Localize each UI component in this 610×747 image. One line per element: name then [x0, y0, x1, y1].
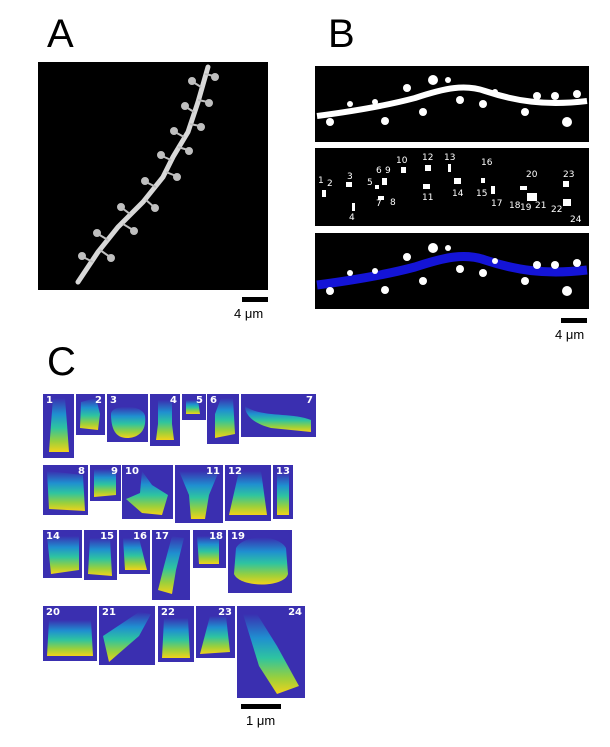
spine-number: 14 [452, 189, 464, 199]
spine-number: 15 [476, 189, 487, 199]
tile-number: 23 [218, 607, 232, 618]
panel-a-scale-label: 4 μm [234, 306, 264, 321]
spine-tile: 10 [122, 465, 173, 519]
spine-tile: 5 [182, 394, 206, 420]
spine-tile: 6 [207, 394, 239, 444]
spine-number: 12 [422, 153, 433, 163]
spine-tile: 2 [76, 394, 105, 435]
spine-tile: 14 [43, 530, 82, 578]
tile-number: 13 [276, 466, 290, 477]
spine-tile: 11 [175, 465, 223, 523]
spine-tile: 1 [43, 394, 74, 458]
spine-number: 23 [563, 170, 574, 180]
spine-number: 24 [570, 215, 582, 225]
spine-number: 16 [481, 158, 493, 168]
spine-number: 7 [376, 199, 382, 209]
spine-tile: 7 [241, 394, 316, 437]
spine-number: 21 [535, 201, 546, 211]
tile-number: 8 [78, 466, 85, 477]
spine-number: 8 [390, 198, 396, 208]
spine-tile: 16 [119, 530, 150, 574]
spine-number: 22 [551, 205, 562, 215]
tile-number: 14 [46, 531, 60, 542]
tile-number: 10 [125, 466, 139, 477]
panel-b-segmented-spines: 1 2 3 4 5 6 7 8 9 10 11 12 13 14 15 16 1… [315, 148, 589, 226]
spine-tile: 19 [228, 530, 292, 593]
spine-tile: 22 [158, 606, 194, 662]
tile-number: 3 [110, 395, 117, 406]
spine-number: 4 [349, 213, 355, 223]
spine-number: 13 [444, 153, 455, 163]
spine-number: 9 [385, 166, 391, 176]
spine-number: 1 [318, 176, 324, 186]
panel-b-scale-bar [561, 318, 587, 323]
panel-a-letter: A [47, 12, 74, 56]
spine-tile: 23 [196, 606, 235, 658]
spine-tile: 21 [99, 606, 155, 665]
panel-a-scale-bar [242, 297, 268, 302]
spine-tile: 13 [273, 465, 293, 519]
spine-tile: 17 [152, 530, 190, 600]
spine-number: 20 [526, 170, 538, 180]
panel-b-dendrite [315, 66, 589, 142]
tile-number: 7 [306, 395, 313, 406]
tile-number: 16 [133, 531, 147, 542]
spine-number: 11 [422, 193, 433, 203]
spine-number: 19 [520, 203, 532, 213]
spine-number: 3 [347, 172, 353, 182]
spine-number: 6 [376, 166, 382, 176]
tile-number: 12 [228, 466, 242, 477]
tile-number: 9 [111, 466, 118, 477]
tile-number: 18 [209, 531, 223, 542]
spine-tile: 20 [43, 606, 97, 661]
tile-number: 17 [155, 531, 169, 542]
spine-tile: 9 [90, 465, 121, 501]
panel-c-scale-label: 1 μm [246, 713, 276, 728]
panel-c-letter: C [47, 340, 76, 384]
tile-number: 20 [46, 607, 60, 618]
spine-tile: 15 [84, 530, 117, 580]
spine-tile: 8 [43, 465, 88, 515]
tile-number: 24 [288, 607, 302, 618]
spine-tile: 18 [193, 530, 226, 568]
spine-tile: 12 [225, 465, 271, 521]
tile-number: 21 [102, 607, 116, 618]
tile-number: 1 [46, 395, 53, 406]
panel-a-image [38, 62, 268, 290]
spine-number: 10 [396, 156, 408, 166]
tile-number: 5 [196, 395, 203, 406]
spine-number: 5 [367, 178, 373, 188]
tile-number: 15 [100, 531, 114, 542]
tile-number: 19 [231, 531, 245, 542]
panel-b-letter: B [328, 12, 355, 56]
spine-number: 17 [491, 199, 502, 209]
spine-tile: 3 [107, 394, 148, 442]
tile-number: 4 [170, 395, 177, 406]
dendrite-image [75, 64, 219, 285]
spine-tile: 4 [150, 394, 180, 446]
tile-number: 6 [210, 395, 217, 406]
tile-number: 22 [161, 607, 175, 618]
spine-tile: 24 [237, 606, 305, 698]
spine-number: 2 [327, 179, 333, 189]
tile-number: 2 [95, 395, 102, 406]
panel-b-shaft-overlay [315, 233, 589, 309]
tile-number: 11 [206, 466, 220, 477]
spine-number: 18 [509, 201, 521, 211]
panel-b-scale-label: 4 μm [555, 327, 585, 342]
panel-c-scale-bar [241, 704, 281, 709]
